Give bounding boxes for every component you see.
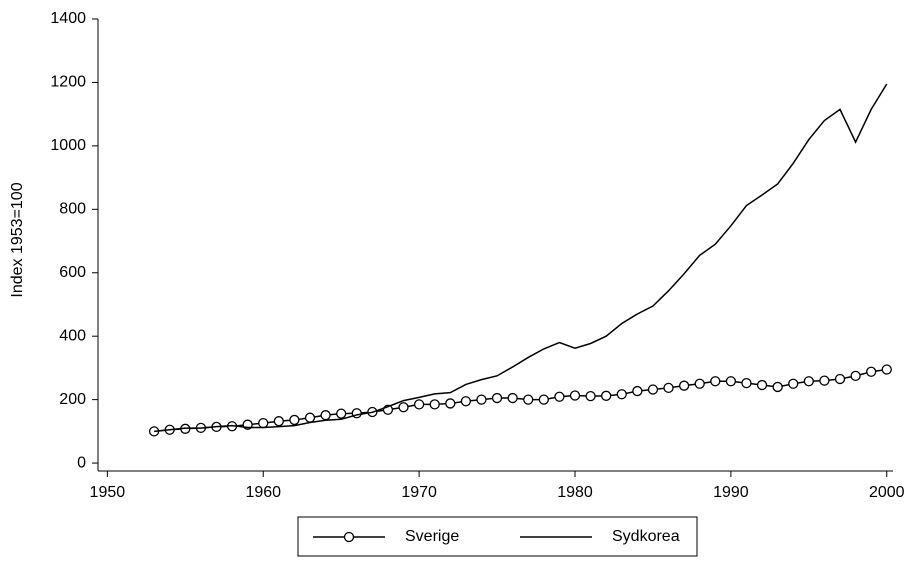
point (289, 414, 300, 426)
point (725, 376, 737, 387)
x-tick-label: 1970 (401, 484, 437, 501)
y-tick-label: 1400 (50, 10, 86, 27)
point (569, 390, 581, 401)
point (678, 380, 690, 391)
y-tick-label: 200 (59, 391, 86, 408)
point (710, 376, 721, 387)
point (819, 375, 830, 386)
y-axis-label: Index 1953=100 (9, 182, 26, 297)
point (850, 370, 861, 381)
point (632, 385, 643, 397)
point (616, 389, 627, 400)
point (694, 378, 705, 389)
y-tick-label: 400 (59, 327, 86, 344)
point (772, 381, 783, 393)
point (413, 399, 425, 410)
point (460, 396, 472, 407)
series-line (154, 83, 888, 433)
legend-label: Sydkorea (612, 528, 680, 545)
point (803, 376, 814, 387)
point (585, 390, 596, 402)
y-tick-label: 1000 (50, 137, 86, 154)
point (476, 394, 487, 405)
point (445, 398, 456, 409)
point (398, 402, 409, 413)
legend-marker (343, 531, 355, 543)
point (429, 399, 440, 410)
x-tick-label: 1980 (557, 484, 593, 501)
legend-label: Sverige (405, 528, 459, 545)
point (538, 394, 549, 405)
point (741, 377, 752, 389)
point (866, 366, 877, 377)
point (554, 391, 565, 402)
point (336, 408, 347, 419)
y-tick-label: 600 (59, 264, 86, 281)
point (273, 416, 284, 427)
x-tick-label: 1960 (245, 484, 281, 501)
x-tick-label: 1990 (713, 484, 749, 501)
point (788, 378, 799, 389)
point (834, 373, 846, 385)
x-tick-label: 2000 (869, 484, 905, 501)
point (663, 382, 674, 394)
point (507, 392, 518, 404)
x-tick-label: 1950 (90, 484, 126, 501)
point (756, 379, 768, 391)
y-tick-label: 0 (77, 454, 86, 471)
point (523, 394, 534, 405)
y-tick-label: 800 (59, 201, 86, 218)
legend-box (297, 516, 698, 557)
point (304, 412, 316, 423)
point (258, 417, 269, 429)
point (881, 364, 892, 375)
point (320, 410, 331, 421)
point (491, 392, 503, 404)
point (601, 390, 612, 401)
y-tick-label: 1200 (50, 74, 86, 91)
point (647, 384, 659, 395)
